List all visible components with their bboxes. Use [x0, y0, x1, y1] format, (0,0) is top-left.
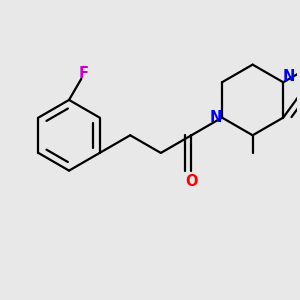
Text: N: N: [210, 110, 222, 125]
Text: N: N: [283, 69, 295, 84]
Text: O: O: [185, 174, 198, 189]
Text: F: F: [79, 66, 89, 81]
